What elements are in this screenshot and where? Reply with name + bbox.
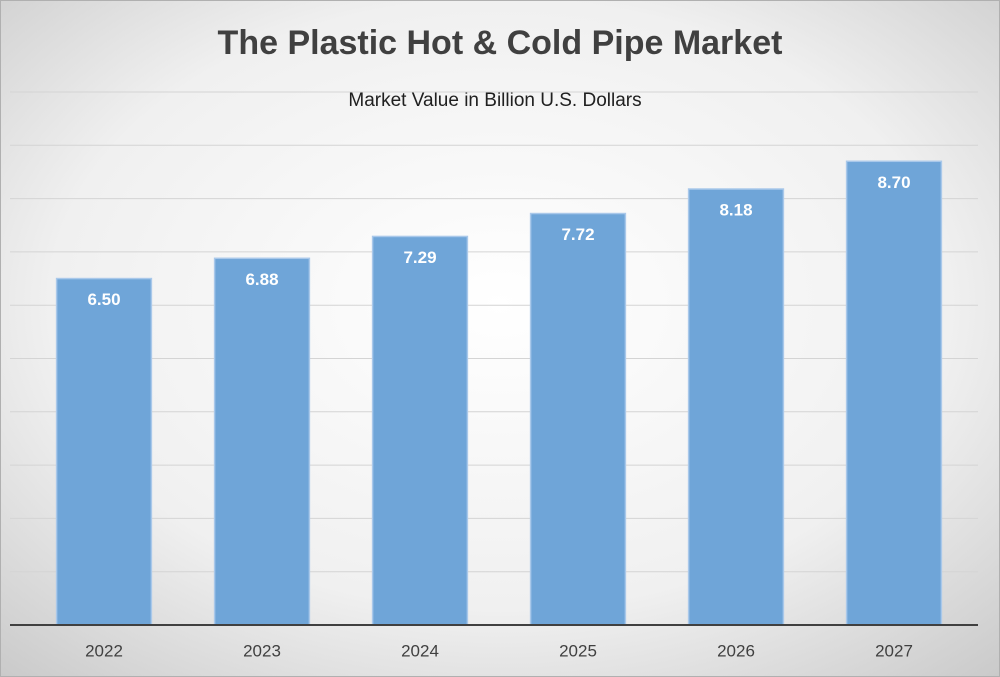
bar [845, 160, 943, 626]
bar [55, 277, 153, 626]
data-label: 8.18 [719, 200, 752, 219]
bar [213, 257, 311, 626]
bar [687, 188, 785, 626]
data-label: 7.29 [403, 248, 436, 267]
x-tick-label: 2024 [401, 641, 439, 660]
data-label: 7.72 [561, 225, 594, 244]
x-tick-label: 2025 [559, 641, 597, 660]
x-tick-label: 2026 [717, 641, 755, 660]
x-tick-label: 2027 [875, 641, 913, 660]
bar [371, 235, 469, 626]
chart-subtitle: Market Value in Billion U.S. Dollars [348, 90, 641, 111]
data-label: 6.88 [245, 270, 278, 289]
data-label: 8.70 [877, 173, 910, 192]
data-label: 6.50 [87, 290, 120, 309]
chart-title: The Plastic Hot & Cold Pipe Market [218, 24, 783, 62]
bar [529, 212, 627, 626]
x-tick-label: 2022 [85, 641, 123, 660]
x-tick-label: 2023 [243, 641, 281, 660]
